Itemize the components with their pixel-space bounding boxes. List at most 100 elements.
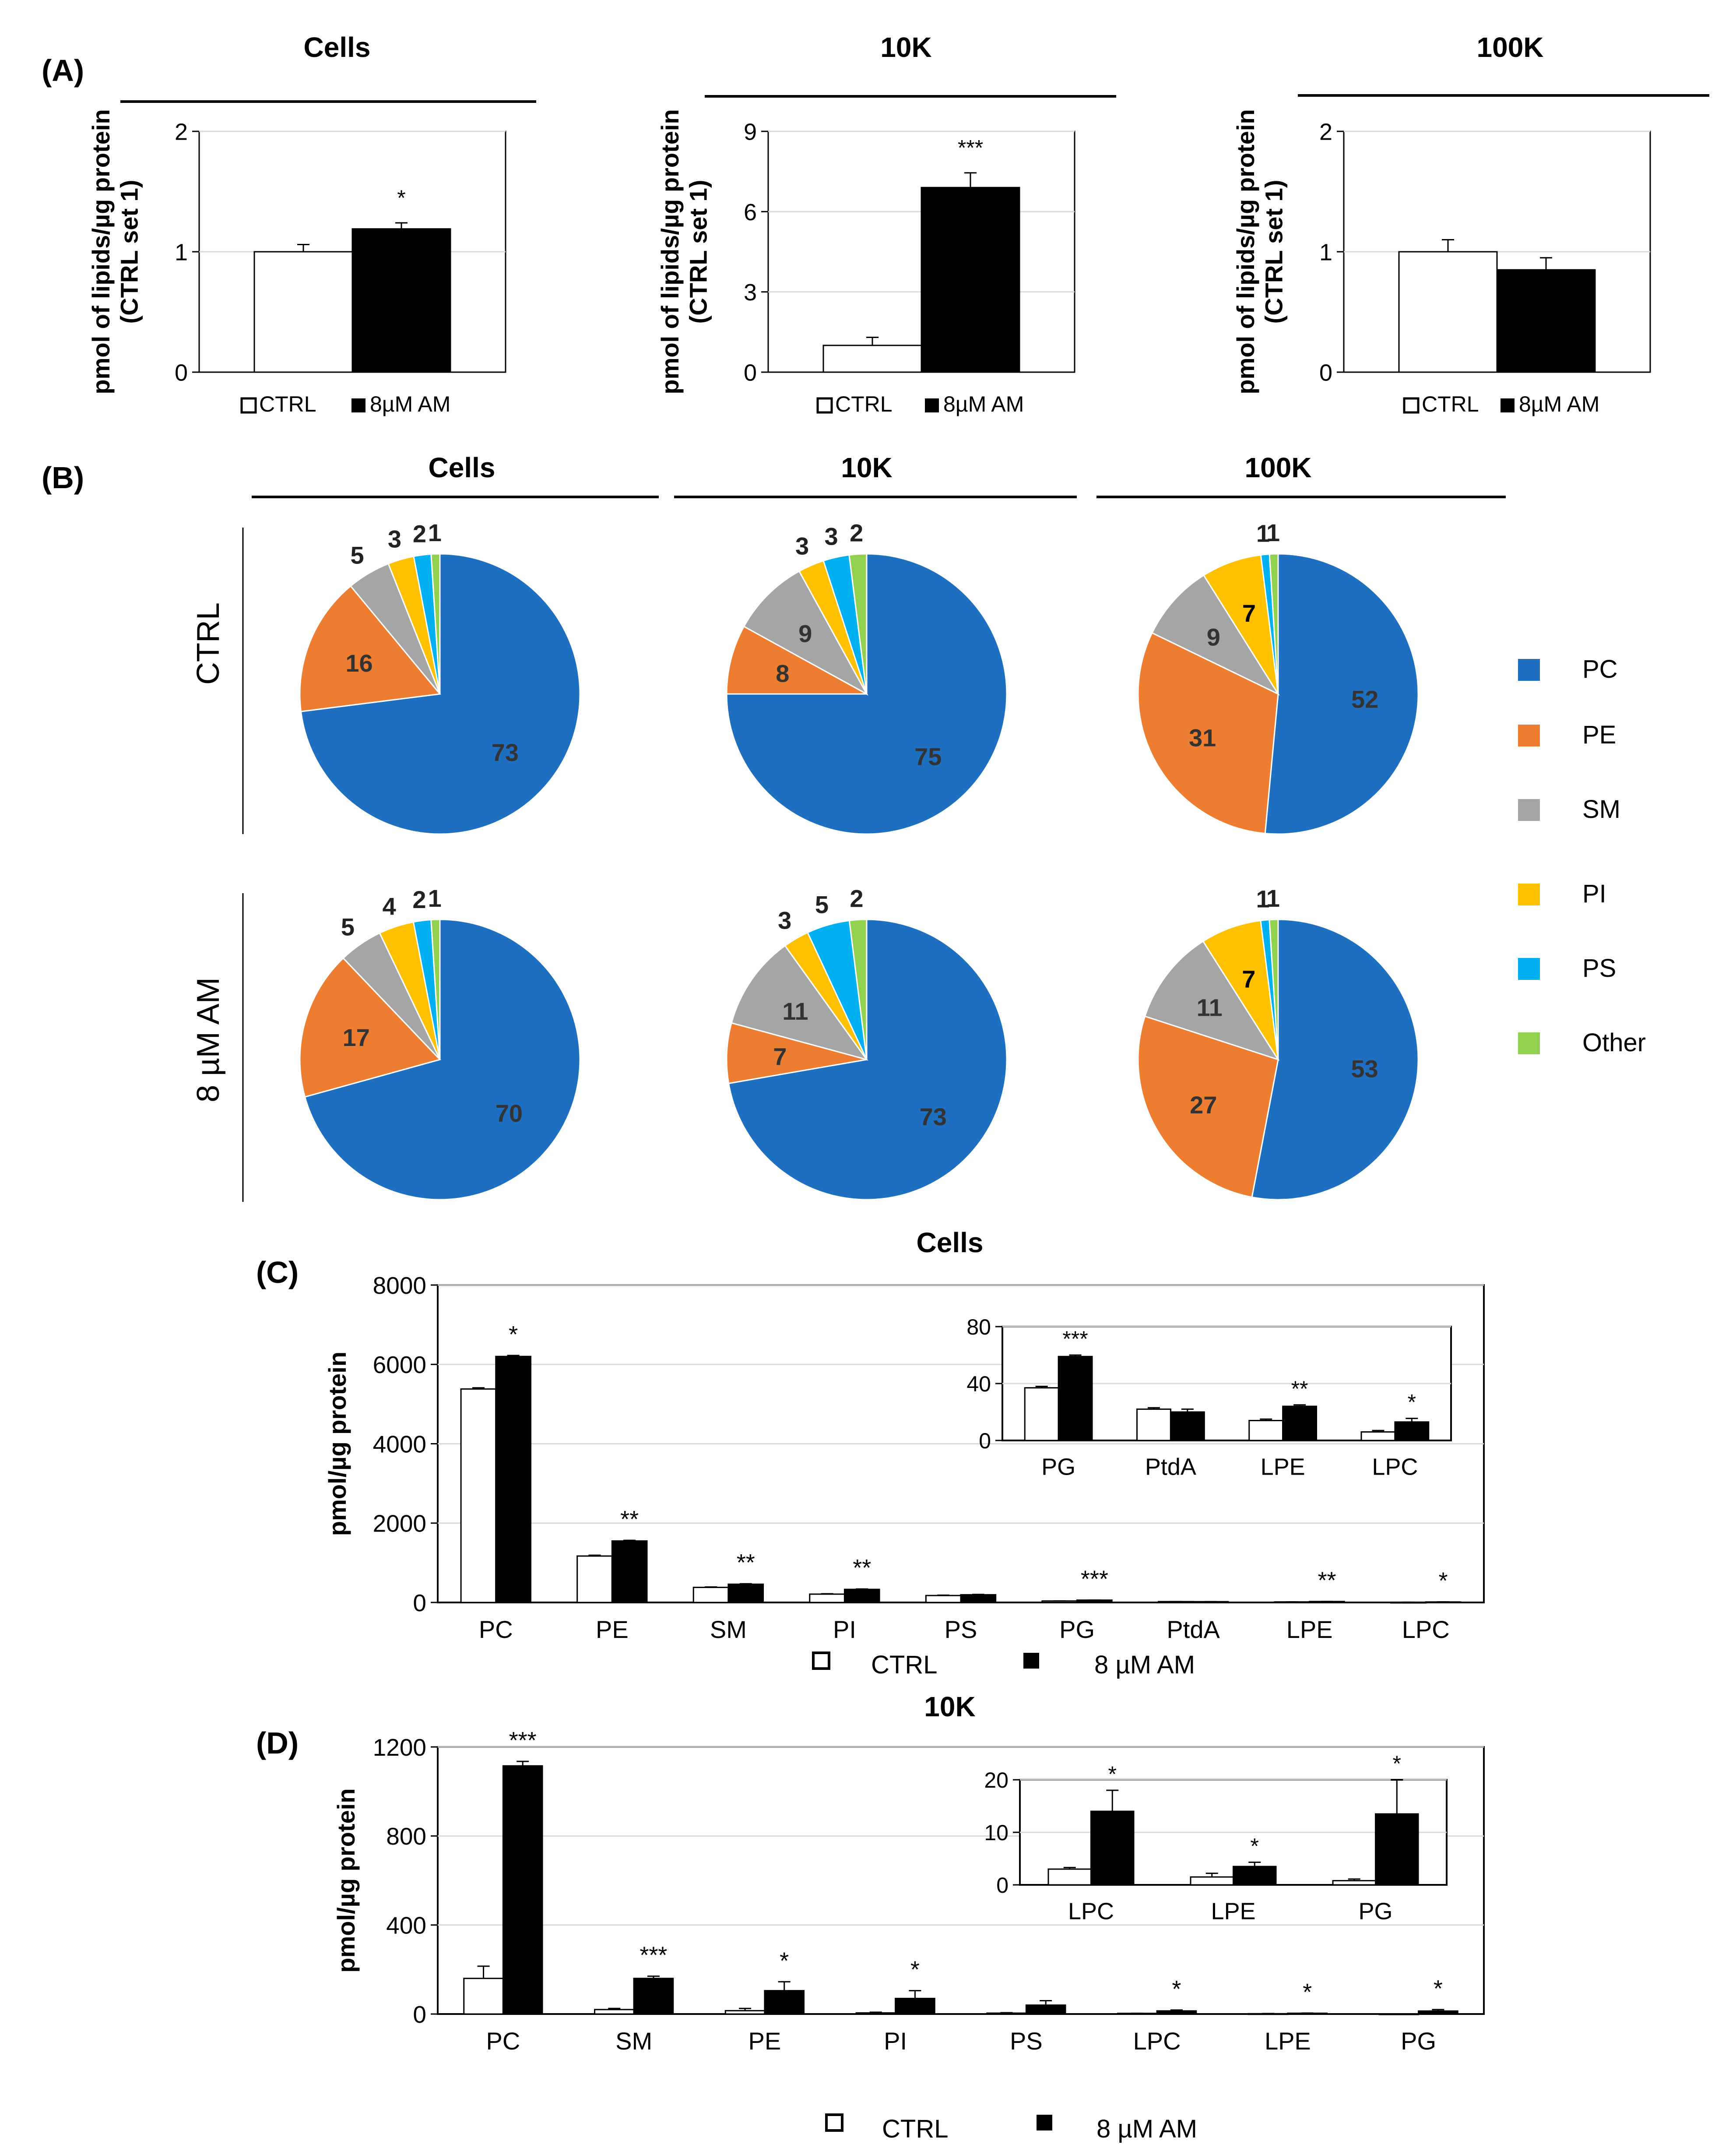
d-y-tick-label: 1200	[373, 1734, 426, 1761]
pie-label-pi: 7	[1242, 965, 1255, 993]
pie-slice-other	[1269, 553, 1279, 694]
pie-legend-swatch-sm	[1518, 799, 1540, 821]
d-inset-bar-am-lpc	[1090, 1810, 1135, 1886]
d-bar-ctrl-pc	[463, 1978, 504, 2015]
c-significance-mark: *	[1439, 1568, 1448, 1594]
c-x-tick-label: PE	[596, 1616, 629, 1643]
pie-slice-pi	[1202, 919, 1279, 1060]
pie-label-other: 1	[1266, 884, 1280, 912]
a2-significance-mark: ***	[958, 136, 983, 160]
a3-y-axis-label: pmol of lipids/µg protein	[1232, 109, 1259, 394]
d-bar-am-pg	[1418, 2010, 1458, 2015]
pie-slice-sm	[743, 570, 868, 696]
legend-a3-ctrl-swatch	[1403, 397, 1420, 414]
a3-y-tick-label: 0	[1319, 359, 1332, 386]
c-bar-am-ps	[960, 1594, 997, 1603]
pie-legend-swatch-pc	[1518, 659, 1540, 681]
d-x-tick-label: PI	[884, 2027, 907, 2055]
d-inset-significance-mark: *	[1393, 1751, 1401, 1776]
pie-label-sm: 9	[798, 620, 812, 648]
pie-legend-swatch-pe	[1518, 725, 1540, 747]
c-significance-mark: **	[1318, 1567, 1336, 1594]
d-bar-am-pc	[502, 1765, 543, 2015]
panel-label-a: (A)	[42, 53, 84, 88]
a1-y-tick-label: 0	[175, 359, 188, 386]
d-y-axis-label: pmol/µg protein	[332, 1788, 360, 1972]
a1-y-tick-label: 1	[175, 239, 188, 265]
pie-slice-sm	[1151, 574, 1280, 696]
c-significance-mark: **	[737, 1549, 755, 1576]
a3-bar-am-value	[1496, 269, 1596, 373]
pie-slice-pe	[1137, 1015, 1279, 1198]
legend-a1-am-swatch	[351, 398, 365, 412]
d-significance-mark: *	[1434, 1975, 1443, 2002]
legend-a1-am-label: 8µM AM	[370, 392, 450, 416]
d-bar-ctrl-sm	[594, 2009, 635, 2015]
panel-label-c: (C)	[256, 1255, 299, 1289]
pie-legend-swatch-other	[1518, 1032, 1540, 1054]
c-inset-x-tick-label: PtdA	[1145, 1454, 1196, 1480]
pie-legend-label-pe: PE	[1582, 721, 1616, 749]
c-inset-x-tick-label: LPE	[1261, 1454, 1305, 1480]
d-bar-am-sm	[633, 1978, 674, 2015]
d-significance-mark: *	[910, 1957, 920, 1983]
pie-label-pi: 4	[383, 892, 396, 920]
a1-y-axis-label: (CTRL set 1)	[115, 180, 143, 324]
pie-legend-label-ps: PS	[1582, 954, 1616, 982]
legend-c-am-swatch	[1023, 1653, 1039, 1669]
pie-slice-other	[430, 553, 441, 694]
a2-bar-ctrl-value	[822, 345, 922, 373]
c-x-tick-label: SM	[710, 1616, 747, 1643]
pie-legend-label-pc: PC	[1582, 655, 1618, 683]
d-x-tick-label: SM	[615, 2027, 652, 2055]
d-x-tick-label: PE	[749, 2027, 781, 2055]
c-bar-am-pi	[843, 1588, 880, 1603]
pie-slice-pe	[299, 957, 441, 1098]
c-bar-ctrl-ps	[925, 1595, 962, 1603]
legend-d-am-label: 8 µM AM	[1096, 2115, 1197, 2143]
d-y-tick-label: 0	[413, 2001, 426, 2028]
c-inset-bar-am-pg	[1058, 1356, 1093, 1441]
c-inset-significance-mark: *	[1408, 1390, 1416, 1415]
c-x-tick-label: PS	[945, 1616, 977, 1643]
c-inset-significance-mark: ***	[1062, 1327, 1088, 1351]
legend-a3-am-swatch	[1501, 398, 1515, 412]
d-significance-mark: ***	[509, 1727, 537, 1754]
pie-label-pe: 8	[776, 660, 789, 687]
legend-a1-ctrl-label: CTRL	[259, 392, 316, 416]
c-bar-am-pc	[495, 1356, 531, 1603]
pie-label-pc: 52	[1351, 685, 1378, 713]
pie-label-ps: 2	[412, 886, 426, 913]
pie-column-title: 100K	[1245, 452, 1312, 483]
d-bar-ctrl-pi	[855, 2012, 896, 2015]
a3-y-axis-label: (CTRL set 1)	[1260, 180, 1287, 324]
panel-label-b: (B)	[42, 461, 84, 495]
pie-slice-pe	[726, 625, 867, 695]
d-bar-am-pe	[764, 1990, 805, 2015]
c-inset-bar-am-ptda	[1170, 1411, 1205, 1441]
d-x-tick-label: LPE	[1265, 2027, 1311, 2055]
pie-label-pc: 73	[920, 1103, 947, 1130]
d-inset-y-tick-label: 10	[984, 1821, 1009, 1845]
c-inset-bar-ctrl-lpc	[1360, 1431, 1396, 1441]
d-y-tick-label: 800	[386, 1823, 426, 1850]
d-inset-bar-ctrl-lpc	[1047, 1868, 1092, 1886]
pie-slice-other	[848, 553, 868, 694]
pie-label-other: 1	[428, 884, 442, 912]
d-inset-x-tick-label: LPC	[1068, 1898, 1114, 1924]
c-bar-ctrl-pc	[460, 1388, 497, 1603]
pie-label-pe: 7	[773, 1043, 787, 1070]
c-significance-mark: **	[620, 1506, 639, 1532]
pie-slice-pe	[299, 585, 441, 712]
d-y-tick-label: 400	[386, 1912, 426, 1939]
c-inset-x-tick-label: PG	[1041, 1454, 1075, 1480]
pie-slice-other	[430, 919, 441, 1060]
c-bar-am-pe	[611, 1540, 648, 1603]
a2-y-tick-label: 0	[744, 359, 757, 386]
a1-significance-mark: *	[397, 186, 405, 210]
d-significance-mark: *	[1172, 1976, 1181, 2002]
pie-label-sm: 11	[782, 997, 808, 1025]
pie-slice-pi	[1202, 554, 1279, 694]
legend-a1-ctrl-swatch	[240, 397, 257, 414]
